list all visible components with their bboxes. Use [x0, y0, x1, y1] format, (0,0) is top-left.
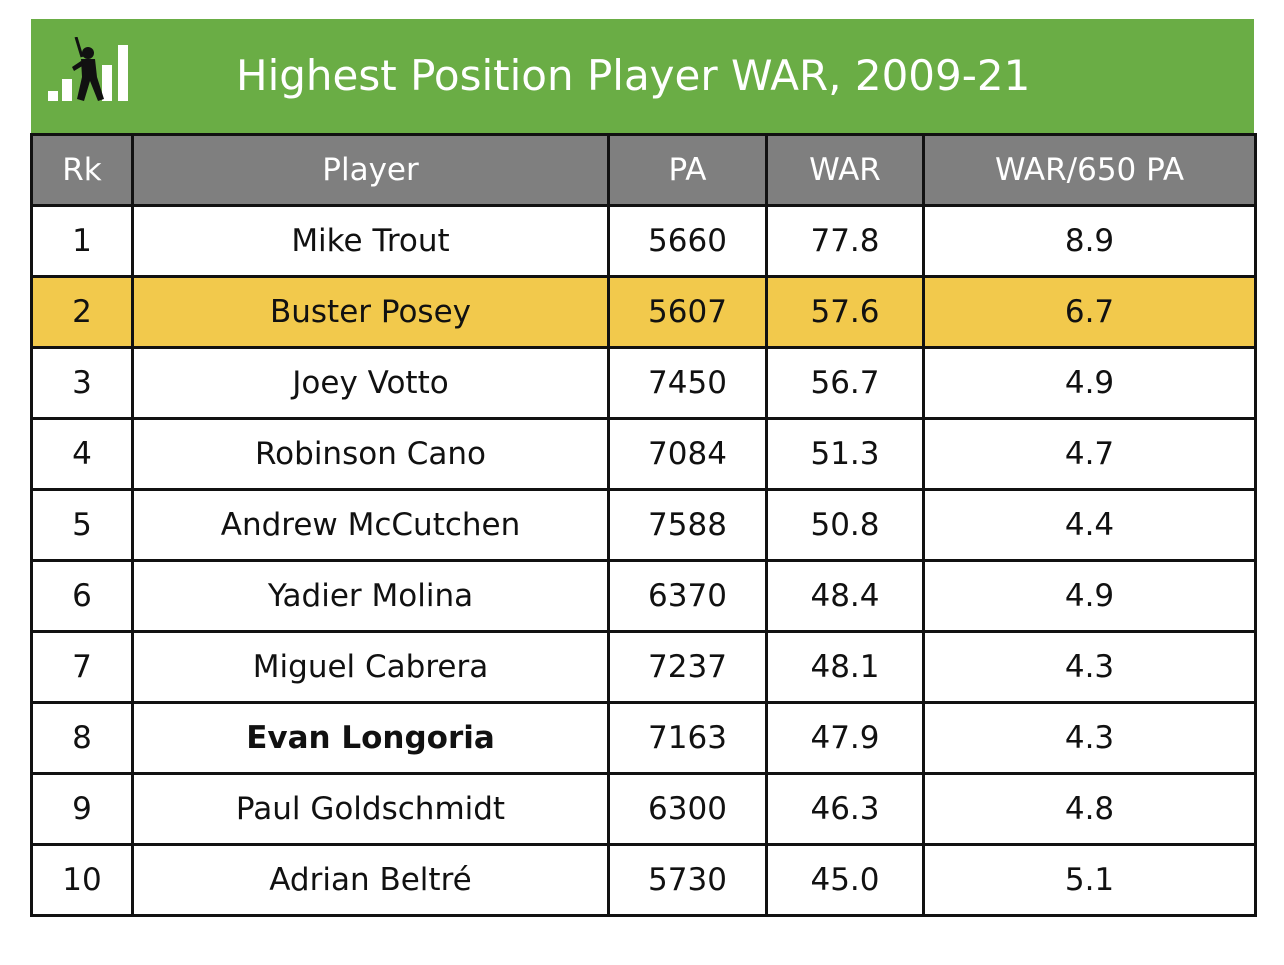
batter-bar-chart-icon [48, 37, 128, 101]
cell-rank: 7 [30, 630, 134, 704]
table-row: 7 Miguel Cabrera 7237 48.1 4.3 [30, 630, 1257, 704]
column-header-rk: Rk [30, 133, 134, 207]
cell-war-per-650: 4.9 [922, 346, 1257, 420]
cell-war: 46.3 [765, 772, 925, 846]
cell-war-per-650: 4.8 [922, 772, 1257, 846]
column-header-player: Player [131, 133, 610, 207]
cell-player: Evan Longoria [131, 701, 610, 775]
table-row: 9 Paul Goldschmidt 6300 46.3 4.8 [30, 772, 1257, 846]
cell-war: 50.8 [765, 488, 925, 562]
column-header-pa: PA [607, 133, 768, 207]
cell-pa: 7237 [607, 630, 768, 704]
cell-pa: 7588 [607, 488, 768, 562]
cell-war-per-650: 4.7 [922, 417, 1257, 491]
cell-war: 77.8 [765, 204, 925, 278]
cell-rank: 8 [30, 701, 134, 775]
column-header-war: WAR [765, 133, 925, 207]
cell-war: 56.7 [765, 346, 925, 420]
cell-rank: 5 [30, 488, 134, 562]
cell-player: Andrew McCutchen [131, 488, 610, 562]
cell-war: 45.0 [765, 843, 925, 917]
cell-war-per-650: 8.9 [922, 204, 1257, 278]
cell-player: Yadier Molina [131, 559, 610, 633]
cell-pa: 5607 [607, 275, 768, 349]
cell-rank: 9 [30, 772, 134, 846]
cell-war: 48.1 [765, 630, 925, 704]
cell-player: Adrian Beltré [131, 843, 610, 917]
table-row: 6 Yadier Molina 6370 48.4 4.9 [30, 559, 1257, 633]
column-header-war-per-650: WAR/650 PA [922, 133, 1257, 207]
cell-rank: 10 [30, 843, 134, 917]
table-row: 4 Robinson Cano 7084 51.3 4.7 [30, 417, 1257, 491]
cell-pa: 5730 [607, 843, 768, 917]
cell-war-per-650: 4.9 [922, 559, 1257, 633]
cell-pa: 7450 [607, 346, 768, 420]
war-leaders-table: Rk Player PA WAR WAR/650 PA 1 Mike Trout 5… [30, 133, 1257, 917]
cell-war-per-650: 4.4 [922, 488, 1257, 562]
cell-player: Joey Votto [131, 346, 610, 420]
table-row: 1 Mike Trout 5660 77.8 8.9 [30, 204, 1257, 278]
cell-pa: 6300 [607, 772, 768, 846]
table-row: 3 Joey Votto 7450 56.7 4.9 [30, 346, 1257, 420]
cell-war-per-650: 4.3 [922, 630, 1257, 704]
cell-player: Buster Posey [131, 275, 610, 349]
cell-war-per-650: 6.7 [922, 275, 1257, 349]
cell-rank: 3 [30, 346, 134, 420]
cell-war: 48.4 [765, 559, 925, 633]
cell-pa: 7163 [607, 701, 768, 775]
table-row: 8 Evan Longoria 7163 47.9 4.3 [30, 701, 1257, 775]
table-header-row: Rk Player PA WAR WAR/650 PA [30, 133, 1257, 207]
cell-pa: 6370 [607, 559, 768, 633]
table-row: 10 Adrian Beltré 5730 45.0 5.1 [30, 843, 1257, 917]
cell-rank: 1 [30, 204, 134, 278]
cell-war: 57.6 [765, 275, 925, 349]
cell-war-per-650: 5.1 [922, 843, 1257, 917]
title-banner: Highest Position Player WAR, 2009-21 [31, 19, 1254, 133]
cell-pa: 5660 [607, 204, 768, 278]
cell-war-per-650: 4.3 [922, 701, 1257, 775]
cell-war: 47.9 [765, 701, 925, 775]
page-title: Highest Position Player WAR, 2009-21 [236, 51, 1031, 100]
table-body: 1 Mike Trout 5660 77.8 8.9 2 Buster Posey 5607 5… [30, 204, 1257, 917]
cell-player: Paul Goldschmidt [131, 772, 610, 846]
cell-player: Mike Trout [131, 204, 610, 278]
cell-rank: 2 [30, 275, 134, 349]
cell-rank: 6 [30, 559, 134, 633]
cell-player: Robinson Cano [131, 417, 610, 491]
table-row: 2 Buster Posey 5607 57.6 6.7 [30, 275, 1257, 349]
cell-war: 51.3 [765, 417, 925, 491]
cell-pa: 7084 [607, 417, 768, 491]
cell-rank: 4 [30, 417, 134, 491]
table-row: 5 Andrew McCutchen 7588 50.8 4.4 [30, 488, 1257, 562]
cell-player: Miguel Cabrera [131, 630, 610, 704]
